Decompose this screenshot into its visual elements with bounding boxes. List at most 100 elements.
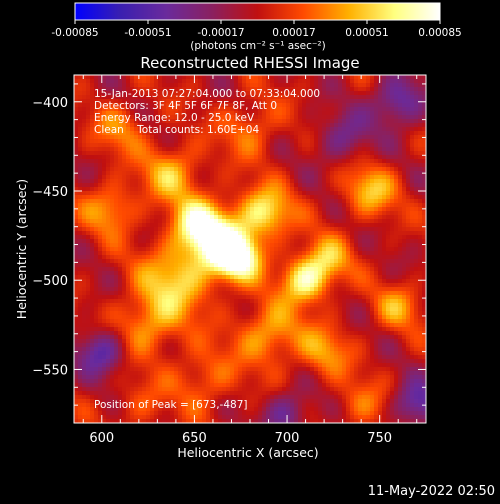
heatmap-cell — [222, 159, 227, 164]
heatmap-cell — [350, 287, 355, 292]
heatmap-cell — [78, 295, 83, 300]
heatmap-cell — [366, 91, 371, 96]
heatmap-cell — [74, 163, 79, 168]
heatmap-cell — [214, 267, 219, 272]
heatmap-cell — [78, 163, 83, 168]
heatmap-cell — [86, 231, 91, 236]
heatmap-cell — [362, 263, 367, 268]
heatmap-cell — [386, 79, 391, 84]
heatmap-cell — [158, 139, 163, 144]
heatmap-cell — [306, 111, 311, 116]
heatmap-cell — [258, 163, 263, 168]
heatmap-cell — [86, 207, 91, 212]
heatmap-cell — [418, 171, 423, 176]
heatmap-cell — [170, 143, 175, 148]
heatmap-cell — [214, 179, 219, 184]
heatmap-cell — [262, 131, 267, 136]
heatmap-cell — [190, 195, 195, 200]
heatmap-cell — [230, 223, 235, 228]
heatmap-cell — [218, 231, 223, 236]
heatmap-cell — [286, 255, 291, 260]
heatmap-cell — [374, 127, 379, 132]
heatmap-cell — [230, 139, 235, 144]
heatmap-cell — [234, 243, 239, 248]
heatmap-cell — [126, 287, 131, 292]
heatmap-cell — [82, 255, 87, 260]
heatmap-cell — [390, 155, 395, 160]
heatmap-cell — [254, 279, 259, 284]
heatmap-cell — [362, 79, 367, 84]
heatmap-cell — [290, 279, 295, 284]
heatmap-cell — [150, 79, 155, 84]
heatmap-cell — [78, 259, 83, 264]
heatmap-cell — [418, 91, 423, 96]
heatmap-cell — [278, 83, 283, 88]
heatmap-cell — [82, 99, 87, 104]
heatmap-cell — [390, 287, 395, 292]
heatmap-cell — [362, 179, 367, 184]
heatmap-cell — [182, 251, 187, 256]
heatmap-cell — [418, 147, 423, 152]
heatmap-cell — [110, 219, 115, 224]
heatmap-cell — [282, 243, 287, 248]
heatmap-cell — [318, 171, 323, 176]
heatmap-cell — [254, 75, 259, 80]
heatmap-cell — [398, 91, 403, 96]
heatmap-cell — [226, 143, 231, 148]
heatmap-cell — [410, 215, 415, 220]
heatmap-cell — [194, 239, 199, 244]
heatmap-cell — [406, 107, 411, 112]
heatmap-cell — [166, 171, 171, 176]
heatmap-cell — [414, 203, 419, 208]
heatmap-cell — [294, 291, 299, 296]
heatmap-cell — [374, 271, 379, 276]
heatmap-cell — [210, 195, 215, 200]
heatmap-cell — [74, 275, 79, 280]
heatmap-cell — [294, 271, 299, 276]
heatmap-cell — [318, 227, 323, 232]
heatmap-cell — [78, 211, 83, 216]
heatmap-cell — [366, 187, 371, 192]
heatmap-cell — [162, 199, 167, 204]
heatmap-cell — [146, 151, 151, 156]
heatmap-cell — [102, 151, 107, 156]
heatmap-cell — [106, 251, 111, 256]
heatmap-cell — [130, 79, 135, 84]
heatmap-cell — [278, 263, 283, 268]
heatmap-cell — [262, 271, 267, 276]
heatmap-cell — [178, 299, 183, 304]
heatmap-cell — [330, 103, 335, 108]
heatmap-cell — [382, 87, 387, 92]
heatmap-cell — [414, 103, 419, 108]
heatmap-cell — [234, 259, 239, 264]
heatmap-cell — [126, 175, 131, 180]
heatmap-cell — [262, 119, 267, 124]
heatmap-cell — [326, 215, 331, 220]
heatmap-cell — [326, 279, 331, 284]
heatmap-cell — [366, 291, 371, 296]
heatmap-cell — [398, 267, 403, 272]
heatmap-cell — [234, 147, 239, 152]
heatmap-cell — [94, 75, 99, 80]
heatmap-cell — [98, 155, 103, 160]
heatmap-cell — [106, 163, 111, 168]
heatmap-cell — [266, 207, 271, 212]
heatmap-cell — [238, 207, 243, 212]
heatmap-cell — [114, 139, 119, 144]
heatmap-cell — [282, 191, 287, 196]
heatmap-cell — [90, 271, 95, 276]
heatmap-cell — [154, 247, 159, 252]
heatmap-cell — [186, 139, 191, 144]
heatmap-cell — [310, 171, 315, 176]
heatmap-cell — [326, 287, 331, 292]
heatmap-cell — [202, 211, 207, 216]
heatmap-cell — [402, 267, 407, 272]
heatmap-cell — [314, 255, 319, 260]
heatmap-cell — [402, 87, 407, 92]
heatmap-cell — [358, 287, 363, 292]
heatmap-cell — [138, 247, 143, 252]
heatmap-cell — [126, 167, 131, 172]
heatmap-cell — [170, 279, 175, 284]
heatmap-cell — [254, 171, 259, 176]
